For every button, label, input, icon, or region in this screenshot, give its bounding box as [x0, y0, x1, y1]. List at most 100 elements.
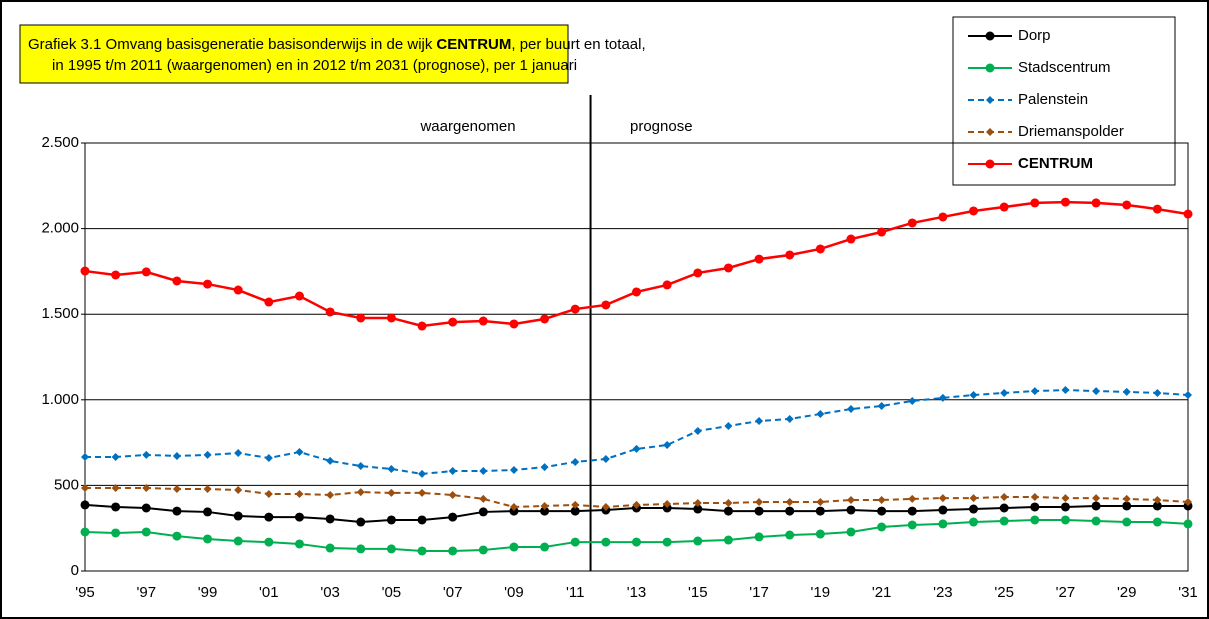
marker: [877, 401, 886, 410]
x-tick-label: '25: [994, 584, 1014, 601]
marker: [448, 546, 458, 556]
marker: [632, 444, 641, 453]
y-tick-label: 2.500: [41, 134, 79, 151]
marker: [111, 483, 120, 492]
marker: [509, 506, 519, 516]
marker: [723, 535, 733, 545]
marker: [326, 490, 335, 499]
legend-marker: [986, 96, 994, 104]
marker: [264, 489, 273, 498]
marker: [969, 504, 979, 514]
x-tick-label: '05: [382, 584, 402, 601]
marker: [570, 537, 580, 547]
marker: [387, 464, 396, 473]
marker: [1122, 517, 1132, 527]
marker: [907, 506, 917, 516]
marker: [295, 489, 304, 498]
x-tick-label: '15: [688, 584, 708, 601]
marker: [1060, 502, 1070, 512]
marker: [417, 321, 427, 331]
marker: [141, 527, 151, 537]
marker: [1122, 494, 1131, 503]
marker: [418, 488, 427, 497]
marker: [325, 307, 335, 317]
marker: [1152, 204, 1162, 214]
x-tick-label: '21: [872, 584, 892, 601]
marker: [938, 212, 948, 222]
marker: [326, 456, 335, 465]
marker: [1122, 387, 1131, 396]
marker: [632, 537, 641, 547]
marker: [356, 462, 365, 471]
x-tick-label: '01: [259, 584, 279, 601]
marker: [386, 313, 396, 323]
marker: [969, 517, 979, 527]
marker: [264, 297, 274, 307]
marker: [1152, 517, 1162, 527]
marker: [111, 502, 121, 512]
marker: [1091, 501, 1101, 511]
legend-marker: [985, 31, 995, 41]
marker: [785, 414, 794, 423]
marker: [754, 532, 764, 542]
marker: [203, 279, 213, 289]
marker: [540, 506, 550, 516]
title-part: CENTRUM: [436, 36, 511, 53]
marker: [325, 514, 335, 524]
annotation: prognose: [630, 118, 693, 135]
marker: [846, 234, 856, 244]
marker: [601, 455, 610, 464]
marker: [80, 500, 90, 510]
marker: [387, 488, 396, 497]
marker: [325, 543, 335, 553]
x-tick-label: '03: [320, 584, 340, 601]
marker: [234, 486, 243, 495]
marker: [571, 457, 580, 466]
marker: [111, 270, 121, 280]
legend-marker: [985, 63, 995, 73]
marker: [846, 527, 856, 537]
marker: [478, 507, 488, 517]
marker: [1091, 198, 1101, 208]
marker: [1061, 494, 1070, 503]
x-tick-label: '29: [1117, 584, 1137, 601]
marker: [877, 495, 886, 504]
marker: [478, 545, 488, 555]
y-tick-label: 2.000: [41, 220, 79, 237]
marker: [1060, 197, 1070, 207]
marker: [999, 503, 1009, 513]
marker: [294, 291, 304, 301]
marker: [877, 227, 887, 237]
marker: [1000, 493, 1009, 502]
y-tick-label: 0: [71, 562, 79, 579]
marker: [540, 463, 549, 472]
marker: [172, 531, 182, 541]
marker: [601, 300, 611, 310]
marker: [938, 393, 947, 402]
marker: [264, 454, 273, 463]
marker: [816, 410, 825, 419]
marker: [111, 452, 120, 461]
marker: [417, 515, 427, 525]
marker: [1092, 494, 1101, 503]
title-box: [19, 24, 569, 84]
title-part: , per buurt en totaal,: [511, 36, 645, 53]
x-tick-label: '17: [749, 584, 769, 601]
marker: [418, 469, 427, 478]
marker: [172, 506, 182, 516]
marker: [203, 534, 213, 544]
marker: [448, 467, 457, 476]
marker: [601, 537, 611, 547]
marker: [1092, 387, 1101, 396]
marker: [1152, 501, 1162, 511]
marker: [203, 507, 213, 517]
marker: [234, 449, 243, 458]
chart-subtitle: in 1995 t/m 2011 (waargenomen) en in 201…: [52, 57, 577, 74]
marker: [540, 314, 550, 324]
marker: [509, 465, 518, 474]
marker: [938, 494, 947, 503]
marker: [540, 542, 550, 552]
marker: [908, 396, 917, 405]
